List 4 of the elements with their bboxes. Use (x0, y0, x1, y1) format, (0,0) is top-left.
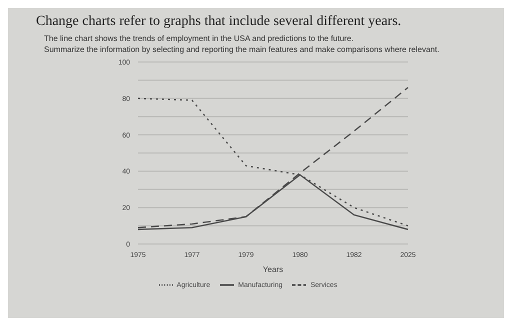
chart-title: Change charts refer to graphs that include several different years. (36, 14, 402, 30)
chart-subtitle: The line chart shows the trends of employment in the USA and predictions to the future. (44, 34, 355, 43)
x-axis-title: Years (262, 265, 284, 274)
text: Summarize the information by selecting and reporting the main features and make comparisons where relevant. (44, 45, 440, 54)
